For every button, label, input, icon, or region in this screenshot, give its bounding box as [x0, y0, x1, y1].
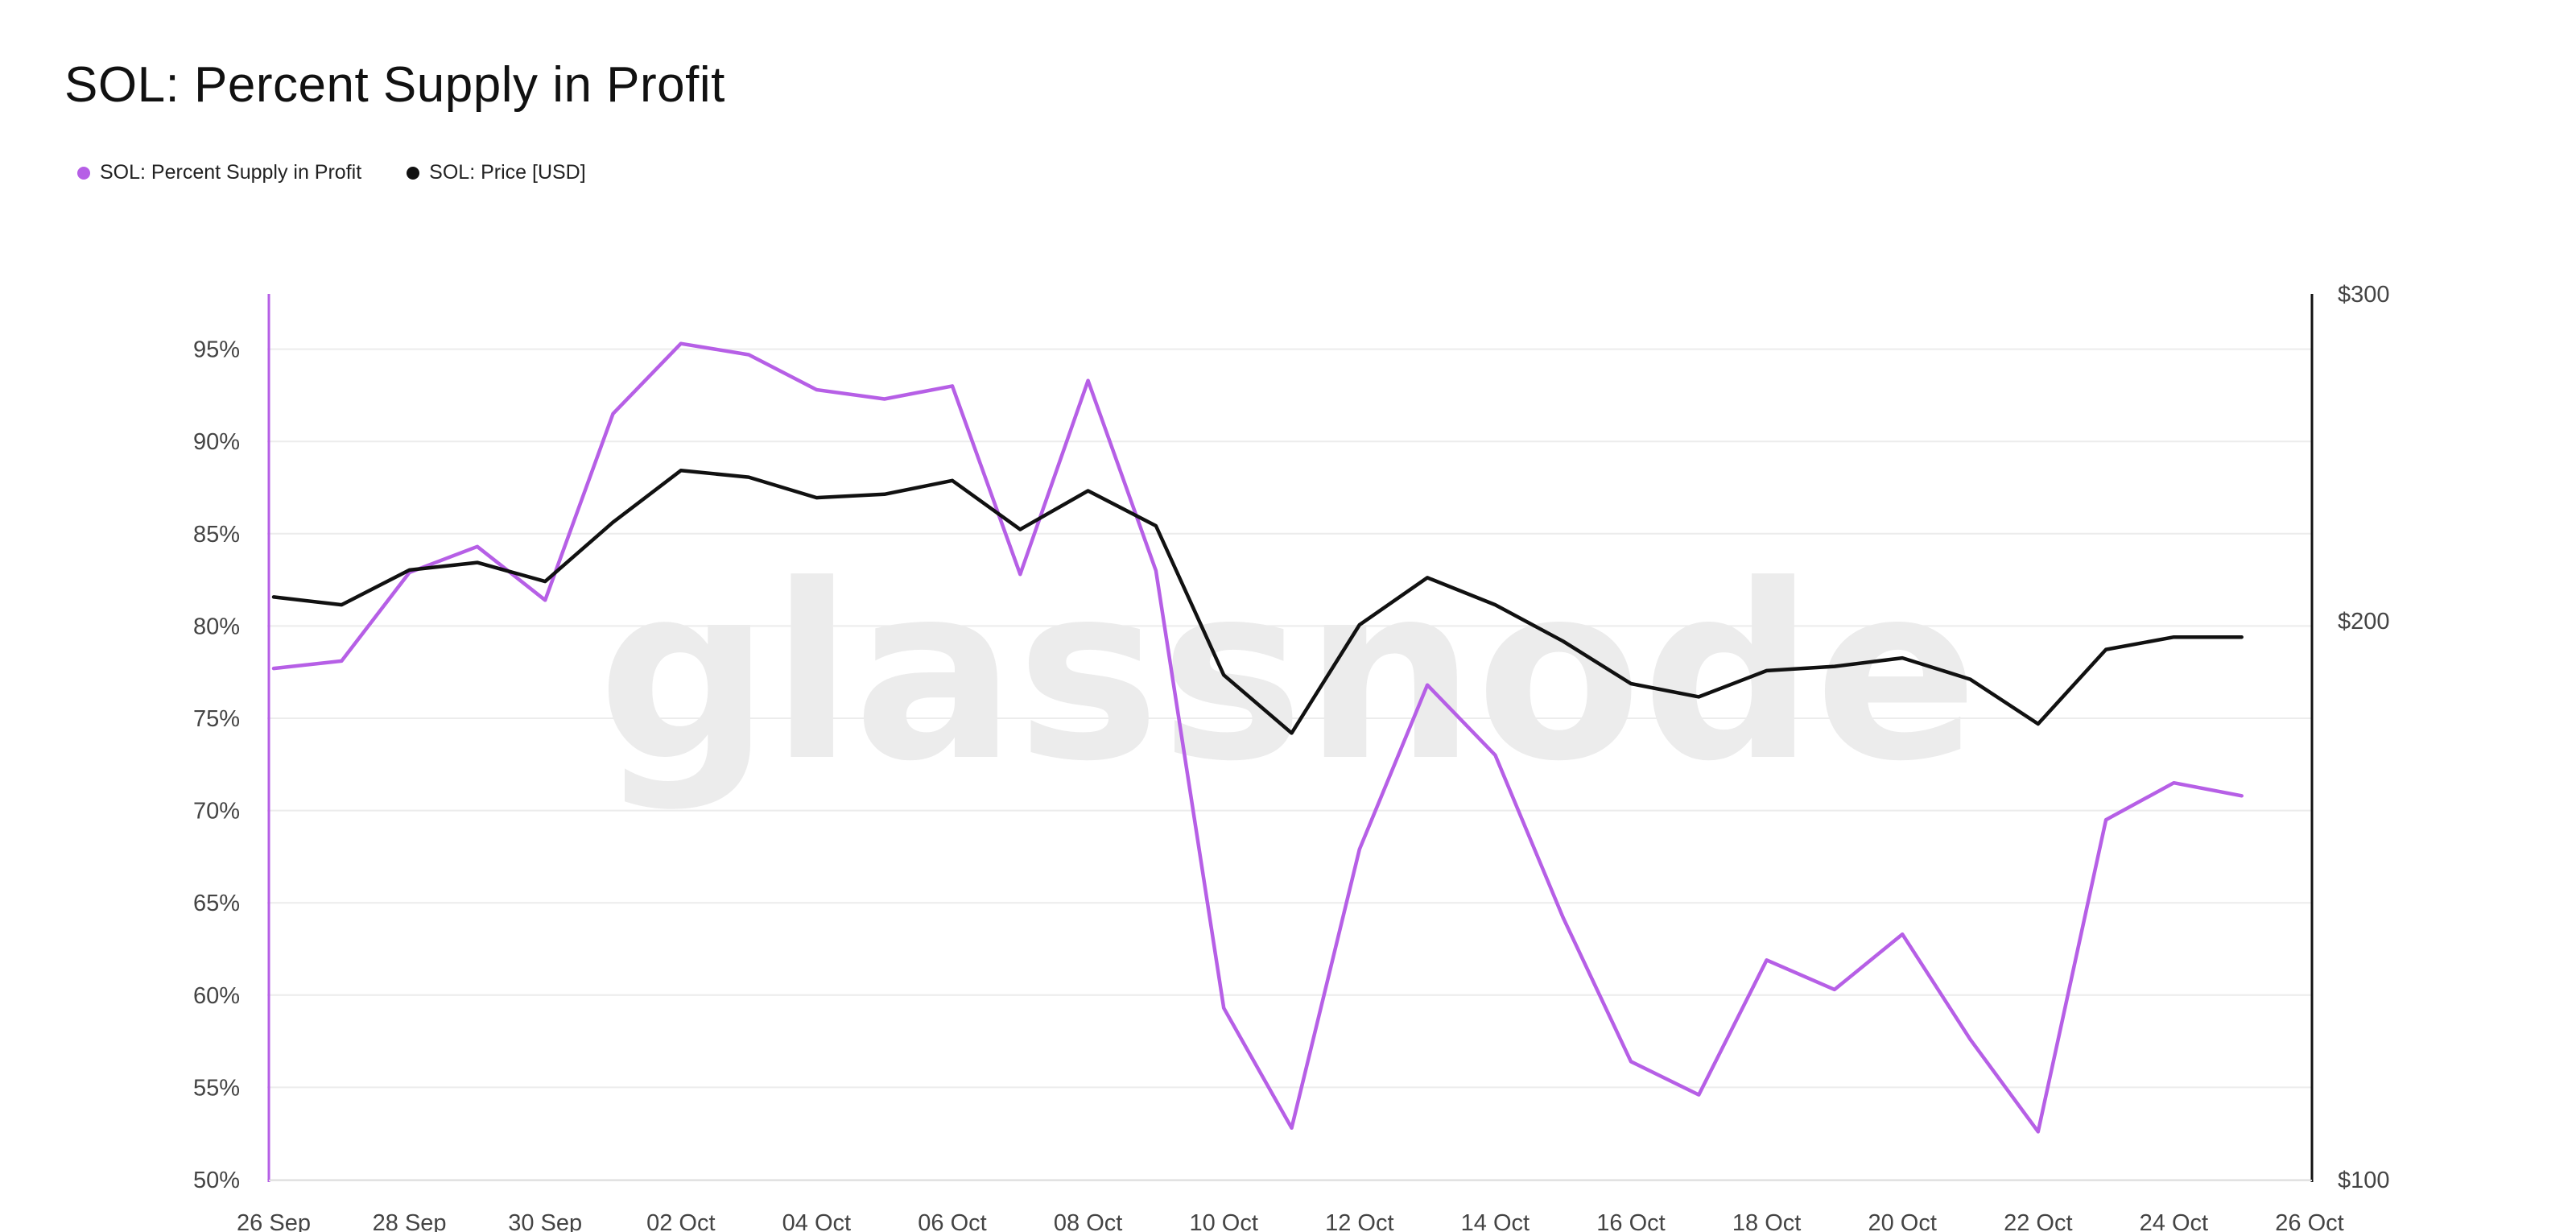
x-tick-label: 16 Oct: [1596, 1210, 1665, 1232]
y-left-tick-label: 65%: [193, 891, 240, 916]
y-left-tick-label: 75%: [193, 706, 240, 732]
series-line-supply-in-profit: [271, 341, 2244, 1134]
y-left-tick-label: 50%: [193, 1168, 240, 1193]
legend: SOL: Percent Supply in Profit SOL: Price…: [77, 161, 586, 184]
legend-item-supply[interactable]: SOL: Percent Supply in Profit: [77, 161, 361, 184]
y-right-tick-label: $200: [2338, 609, 2390, 635]
x-tick-label: 18 Oct: [1732, 1210, 1801, 1232]
x-tick-label: 08 Oct: [1054, 1210, 1122, 1232]
watermark-text: glassnode: [597, 533, 1978, 814]
axes: [267, 294, 2314, 1182]
legend-label-supply: SOL: Percent Supply in Profit: [100, 161, 362, 184]
legend-dot-price: [407, 166, 420, 180]
x-tick-label: 30 Sep: [508, 1210, 582, 1232]
x-tick-label: 26 Oct: [2275, 1210, 2343, 1232]
series-lines: [271, 341, 2244, 1134]
y-left-tick-label: 95%: [193, 337, 240, 363]
x-tick-label: 14 Oct: [1461, 1210, 1530, 1232]
x-tick-label: 22 Oct: [2004, 1210, 2072, 1232]
x-tick-label: 24 Oct: [2140, 1210, 2208, 1232]
chart-title: SOL: Percent Supply in Profit: [64, 57, 725, 113]
x-tick-label: 26 Sep: [237, 1210, 311, 1232]
y-left-tick-label: 55%: [193, 1075, 240, 1101]
y-left-tick-label: 80%: [193, 614, 240, 639]
legend-dot-supply: [77, 166, 90, 180]
y-left-tick-label: 90%: [193, 429, 240, 455]
legend-item-price[interactable]: SOL: Price [USD]: [407, 161, 586, 184]
y-right-tick-label: $100: [2338, 1168, 2390, 1193]
x-tick-label: 04 Oct: [782, 1210, 851, 1232]
legend-label-price: SOL: Price [USD]: [429, 161, 586, 184]
x-tick-label: 02 Oct: [646, 1210, 715, 1232]
tick-labels: 50% 55% 60% 65% 70% 75% 80% 85% 90% 95% $100 $200 $3…: [193, 282, 2390, 1232]
y-left-tick-label: 85%: [193, 522, 240, 548]
x-tick-label: 10 Oct: [1189, 1210, 1257, 1232]
series-line-price: [271, 469, 2244, 735]
y-right-tick-label: $300: [2338, 282, 2390, 308]
x-tick-label: 28 Sep: [373, 1210, 447, 1232]
x-tick-label: 20 Oct: [1868, 1210, 1936, 1232]
y-left-tick-label: 60%: [193, 983, 240, 1009]
y-left-tick-label: 70%: [193, 799, 240, 825]
x-tick-label: 12 Oct: [1325, 1210, 1393, 1232]
x-tick-label: 06 Oct: [918, 1210, 986, 1232]
